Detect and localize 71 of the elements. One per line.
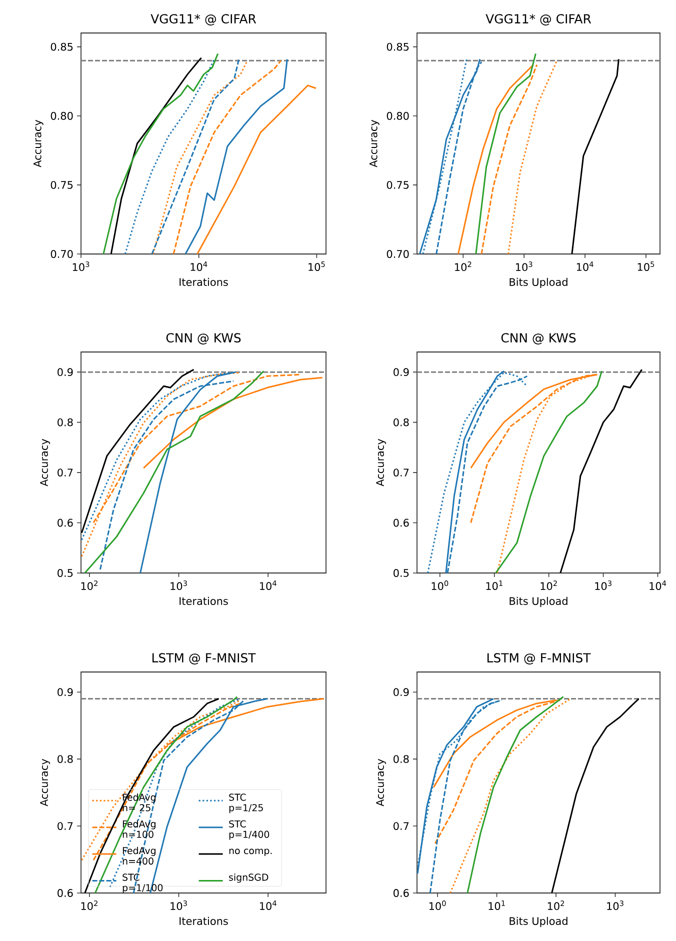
- y-axis-title: Accuracy: [40, 758, 50, 806]
- x-axis-title: Iterations: [180, 278, 228, 286]
- y-tick-label: 0.70: [50, 250, 73, 258]
- legend-label: STC p=1/25: [229, 794, 263, 814]
- legend-label: no comp.: [229, 848, 272, 856]
- y-axis-title: Accuracy: [34, 120, 44, 168]
- x-tick-label: 10$^{2}$: [81, 900, 98, 910]
- chart-title: VGG11* @ CIFAR: [486, 14, 592, 26]
- x-axis-title: Iterations: [180, 596, 228, 605]
- x-axis-title: Bits Upload: [510, 596, 568, 608]
- x-tick-label: 10$^{4}$: [650, 580, 666, 590]
- y-axis-title: Accuracy: [370, 120, 380, 168]
- x-tick-label: 10$^{3}$: [607, 900, 624, 910]
- y-tick-label: 0.8: [394, 755, 409, 764]
- y-tick-label: 0.9: [58, 688, 73, 696]
- y-axis-title: Accuracy: [376, 758, 386, 806]
- x-tick-label: 10$^{3}$: [595, 580, 612, 590]
- chart-title: LSTM @ F-MNIST: [152, 653, 256, 665]
- x-axis-title: Bits Upload: [510, 916, 568, 928]
- x-tick-label: 10$^{5}$: [308, 262, 325, 271]
- x-tick-label: 10$^{3}$: [170, 580, 187, 590]
- y-axis-title: Accuracy: [376, 438, 386, 486]
- x-tick-label: 10$^{1}$: [488, 900, 505, 910]
- x-tick-label: 10$^{4}$: [576, 262, 594, 271]
- y-tick-label: 0.6: [394, 889, 409, 897]
- x-tick-label: 10$^{2}$: [548, 900, 564, 910]
- chart-title: CNN @ KWS: [166, 333, 241, 345]
- x-tick-label: 10$^{3}$: [72, 262, 90, 272]
- y-tick-label: 0.80: [386, 112, 409, 120]
- y-tick-label: 0.6: [58, 889, 73, 897]
- y-tick-label: 0.6: [394, 518, 409, 527]
- x-tick-label: 10$^{0}$: [429, 900, 446, 910]
- y-tick-label: 0.85: [50, 42, 73, 51]
- y-tick-label: 0.8: [58, 418, 73, 426]
- x-tick-label: 10$^{3}$: [170, 900, 187, 910]
- y-tick-label: 0.70: [386, 250, 409, 258]
- legend-label: STC p=1/400: [229, 820, 270, 840]
- y-tick-label: 0.8: [394, 418, 409, 426]
- x-tick-label: 10$^{3}$: [516, 262, 532, 272]
- x-tick-label: 10$^{5}$: [638, 262, 654, 271]
- x-tick-label: 10$^{4}$: [260, 900, 276, 910]
- y-tick-label: 0.7: [58, 822, 73, 830]
- y-tick-label: 0.80: [50, 112, 73, 120]
- x-tick-label: 10$^{4}$: [190, 262, 208, 271]
- x-tick-label: 10$^{2}$: [455, 262, 472, 272]
- x-tick-label: 10$^{0}$: [432, 580, 448, 590]
- y-tick-label: 0.75: [50, 180, 73, 189]
- legend-label: signSGD: [229, 874, 268, 883]
- y-tick-label: 0.9: [394, 688, 409, 696]
- x-tick-label: 10$^{2}$: [540, 580, 557, 590]
- x-tick-label: 10$^{4}$: [260, 580, 276, 590]
- y-tick-label: 0.5: [58, 569, 73, 577]
- y-tick-label: 0.8: [58, 755, 73, 764]
- y-tick-label: 0.9: [58, 368, 73, 376]
- x-tick-label: 10$^{2}$: [81, 580, 98, 590]
- x-axis-title: Bits Upload: [510, 278, 568, 288]
- x-axis-title: Iterations: [180, 916, 228, 925]
- y-tick-label: 0.75: [386, 180, 409, 189]
- chart-title: CNN @ KWS: [501, 333, 576, 345]
- y-tick-label: 0.7: [58, 468, 73, 476]
- y-axis-title: Accuracy: [40, 438, 50, 486]
- y-tick-label: 0.5: [394, 569, 409, 577]
- x-tick-label: 10$^{1}$: [486, 580, 502, 590]
- y-tick-label: 0.7: [394, 468, 409, 476]
- y-tick-label: 0.85: [386, 42, 409, 51]
- y-tick-label: 0.9: [394, 368, 409, 376]
- y-tick-label: 0.7: [394, 822, 409, 830]
- chart-title: VGG11* @ CIFAR: [150, 14, 256, 26]
- y-tick-label: 0.6: [58, 518, 73, 527]
- legend-label: FedAvg n=400: [122, 846, 156, 865]
- chart-title: LSTM @ F-MNIST: [487, 653, 591, 665]
